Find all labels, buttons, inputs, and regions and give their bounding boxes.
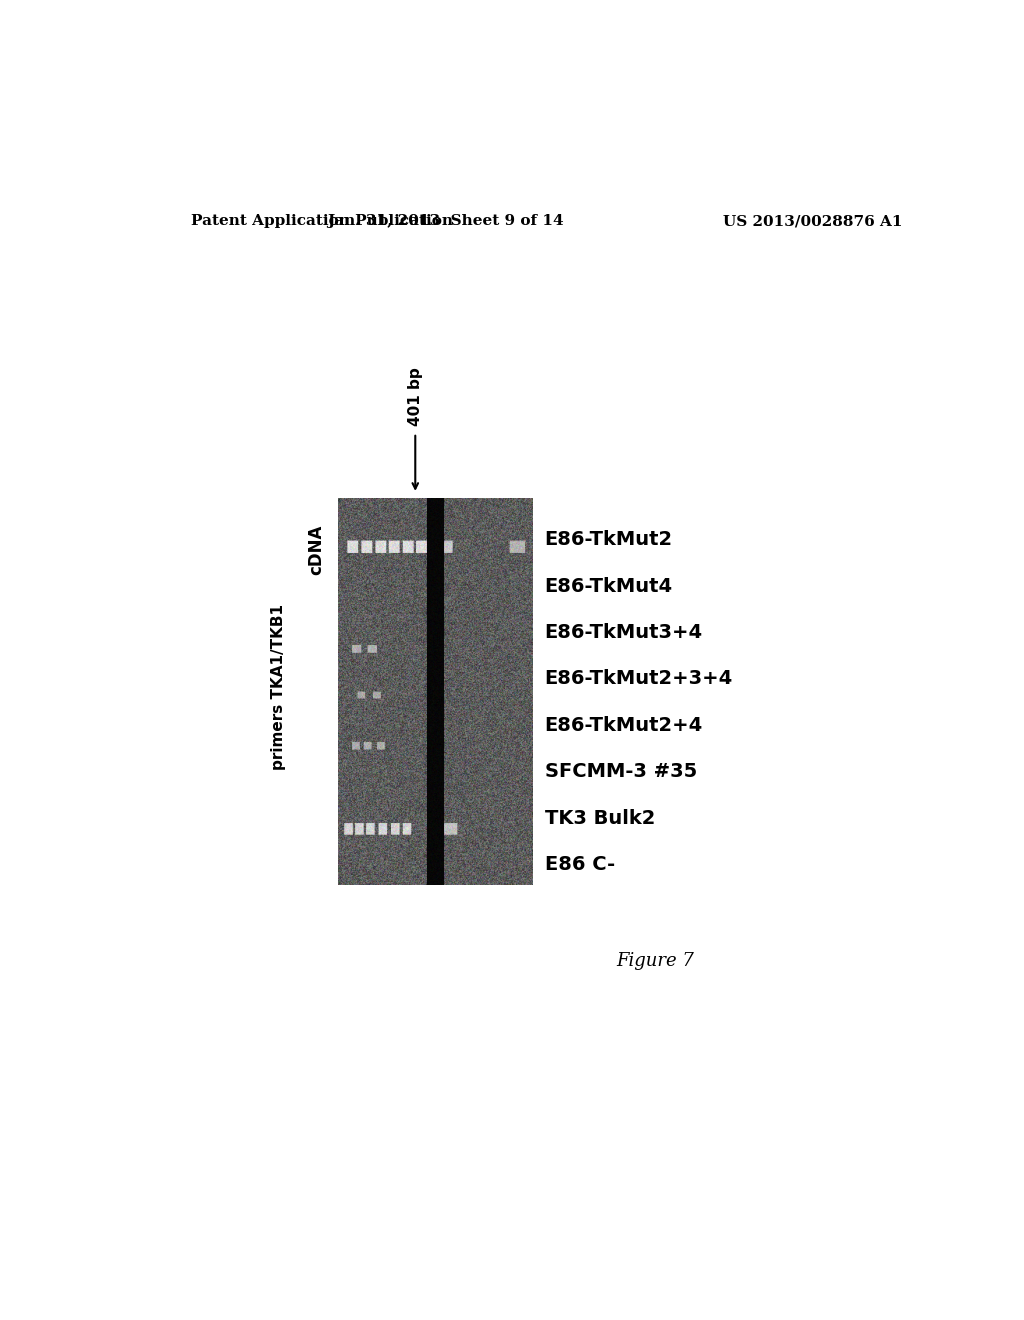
Text: cDNA: cDNA <box>307 524 325 574</box>
Text: US 2013/0028876 A1: US 2013/0028876 A1 <box>723 214 903 228</box>
Text: Figure 7: Figure 7 <box>616 952 694 970</box>
Text: E86 C-: E86 C- <box>545 855 614 874</box>
Text: Jan. 31, 2013  Sheet 9 of 14: Jan. 31, 2013 Sheet 9 of 14 <box>327 214 564 228</box>
Text: E86-TkMut2: E86-TkMut2 <box>545 531 673 549</box>
Text: Patent Application Publication: Patent Application Publication <box>191 214 454 228</box>
Text: 401 bp: 401 bp <box>408 367 423 426</box>
Text: E86-TkMut2+3+4: E86-TkMut2+3+4 <box>545 669 733 689</box>
Text: SFCMM-3 #35: SFCMM-3 #35 <box>545 763 697 781</box>
Text: primers TKA1/TKB1: primers TKA1/TKB1 <box>271 605 287 770</box>
Text: E86-TkMut4: E86-TkMut4 <box>545 577 673 595</box>
Text: TK3 Bulk2: TK3 Bulk2 <box>545 809 655 828</box>
Text: E86-TkMut2+4: E86-TkMut2+4 <box>545 715 702 735</box>
Text: E86-TkMut3+4: E86-TkMut3+4 <box>545 623 702 642</box>
